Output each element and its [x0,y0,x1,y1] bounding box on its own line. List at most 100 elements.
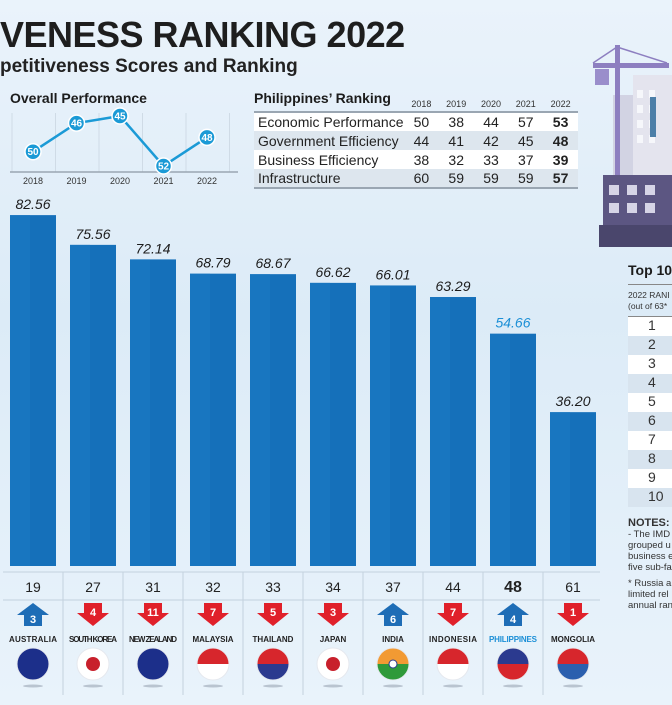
bar-shade [130,259,150,566]
bar-value-label: 72.14 [135,240,170,256]
top10-rank: 1 [628,317,672,336]
rank-label: 61 [565,579,581,595]
year-header: 2021 [515,99,536,109]
rank-label: 31 [145,579,161,595]
rank-value: 44 [404,131,439,150]
bar-shade [10,215,30,566]
country-label: THAILAND [253,635,294,644]
rank-value: 38 [438,112,474,131]
flag-shadow [143,684,163,688]
bar-value-label: 63.29 [435,278,470,294]
flag-shadow [443,684,463,688]
rank-label: 32 [205,579,221,595]
rank-value: 38 [404,150,439,169]
flag-emblem [326,657,340,671]
rank-change-label: 3 [330,607,336,619]
rank-up-arrow-icon [377,603,409,626]
flag-shadow [23,684,43,688]
country-label: NEW ZEALAND [129,635,177,644]
rank-value: 48 [543,131,578,150]
rank-up-arrow-icon [17,603,49,626]
flag-shadow [383,684,403,688]
point-label: 45 [114,112,126,123]
country-label: AUSTRALIA [9,635,57,644]
rank-value: 44 [473,112,509,131]
bar-shade [190,273,210,566]
thailand-flag-icon [256,647,290,681]
notes-title: NOTES: [628,517,670,529]
factor-name: Business Efficiency [254,150,404,169]
rank-value: 42 [473,131,509,150]
point-label: 50 [27,147,39,158]
rank-up-arrow-icon [497,603,529,626]
rank-change-label: 5 [270,607,276,619]
note-line: business e [628,551,672,562]
performance-point [24,142,42,161]
year-header: 2022 [550,99,571,109]
year-label: 2020 [110,176,130,186]
footnote-line: annual ran [628,600,672,611]
bar-shade [550,412,570,566]
note-line: grouped u [628,540,671,551]
bar-value-label: 68.67 [255,255,291,271]
rank-down-arrow-icon [77,603,109,626]
ranking-row: Infrastructure 60 59 59 59 57 [254,169,578,188]
rank-value: 59 [508,169,544,188]
top10-table: Top 10 2022 RANI (out of 63* 1 2 3 4 5 6 7 8 9 10 [628,262,672,507]
bar-chart: 82.56 19 3 AUSTRALIA 75.56 27 4 SOUTH KOREA 72.1… [0,190,603,700]
rank-value: 60 [404,169,439,188]
country-label: SOUTH KOREA [69,635,117,644]
country-label: INDIA [382,635,404,644]
year-header: 2018 [411,99,432,109]
overall-performance-line-chart: 50 2018 46 2019 45 2020 52 2021 48 2022 [10,107,238,186]
footnote-line: limited rel [628,589,669,600]
bar-shade [430,297,450,566]
top10-rank: 6 [628,412,672,431]
factor-name: Economic Performance [254,112,404,131]
year-label: 2022 [197,176,217,186]
top10-rank: 9 [628,469,672,488]
rank-down-arrow-icon [557,603,589,626]
flag-shadow [563,684,583,688]
overall-performance-title: Overall Performance [10,90,147,106]
bar-value-label: 68.79 [195,255,230,271]
top10-rank: 2 [628,336,672,355]
mongolia-flag-icon [556,647,590,681]
rank-value: 45 [508,131,544,150]
year-header: 2019 [446,99,467,109]
top10-rank: 3 [628,355,672,374]
page-subtitle: petitiveness Scores and Ranking [0,56,298,77]
bar-value-label: 66.01 [375,266,410,282]
indonesia-flag-icon [436,647,470,681]
year-label: 2019 [66,176,86,186]
point-label: 46 [71,119,83,130]
year-label: 2021 [153,176,173,186]
rank-down-arrow-icon [197,603,229,626]
top10-rank: 5 [628,393,672,412]
performance-point [67,114,86,132]
country-label: INDONESIA [429,635,477,644]
australia-flag-icon [16,647,50,681]
flag-shadow [83,684,103,688]
point-label: 48 [201,133,213,144]
note-line: - The IMD [628,529,671,540]
country-label: MONGOLIA [551,635,595,644]
top10-header: 2022 RANI (out of 63* [628,284,672,312]
performance-point [198,128,216,147]
flag-emblem [86,657,100,671]
rank-down-arrow-icon [137,603,169,626]
philippines-ranking-title: Philippines’ Ranking [254,90,391,106]
rank-label: 44 [445,579,461,595]
rank-label: 19 [25,579,41,595]
rank-value: 57 [543,169,578,188]
top10-rank: 10 [628,488,672,507]
bar-shade [70,244,90,566]
top10-rank: 4 [628,374,672,393]
bar-shade [310,282,330,566]
flag-emblem [388,659,398,669]
rank-down-arrow-icon [437,603,469,626]
flag-shadow [503,684,523,688]
point-label: 52 [158,161,170,172]
bar-shade [250,274,270,566]
year-header: 2020 [480,99,501,109]
